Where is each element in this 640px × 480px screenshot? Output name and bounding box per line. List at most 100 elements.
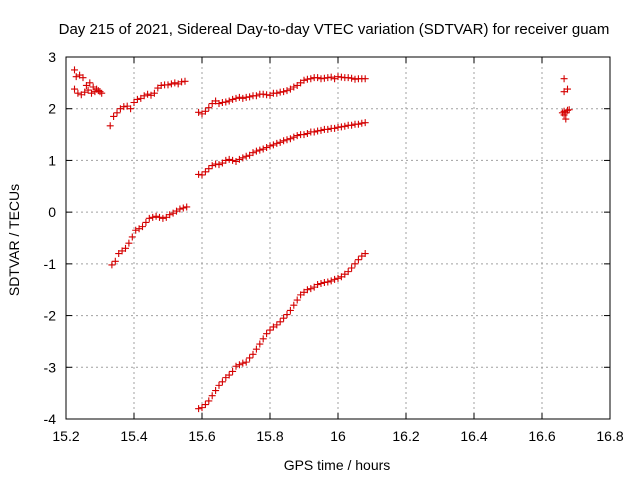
data-point — [139, 223, 146, 231]
data-point — [74, 89, 82, 97]
data-point — [314, 74, 322, 82]
data-point — [110, 112, 118, 120]
data-point — [201, 401, 209, 409]
y-tick-label: -4 — [44, 411, 57, 427]
data-point — [564, 85, 571, 93]
data-point — [215, 161, 223, 169]
data-point — [331, 275, 339, 283]
data-point — [198, 404, 206, 412]
x-tick-label: 16.8 — [596, 428, 623, 444]
data-point — [290, 301, 298, 309]
data-point — [310, 128, 318, 136]
data-point — [205, 397, 213, 405]
data-point — [560, 111, 568, 119]
data-point — [280, 314, 288, 322]
series-sat-c — [106, 77, 189, 130]
data-point — [86, 79, 94, 87]
data-point — [225, 371, 233, 379]
data-point — [348, 74, 356, 82]
data-point — [113, 109, 121, 117]
data-point — [198, 171, 206, 179]
data-point — [273, 321, 281, 329]
data-point — [354, 120, 362, 128]
data-point — [266, 142, 274, 150]
data-point — [159, 214, 167, 222]
data-point — [300, 76, 308, 84]
data-point — [351, 260, 359, 268]
data-point — [293, 296, 301, 304]
data-point — [79, 74, 87, 82]
data-point — [286, 135, 294, 143]
data-point — [242, 152, 250, 160]
data-point — [144, 90, 152, 98]
series-sat-h — [558, 75, 573, 123]
data-point — [218, 378, 226, 386]
data-point — [280, 88, 288, 96]
data-point — [150, 89, 158, 97]
data-point — [249, 149, 257, 157]
data-point — [361, 250, 369, 258]
y-tick-label: 3 — [48, 49, 56, 65]
data-point — [273, 139, 281, 147]
data-point — [348, 121, 356, 129]
data-point — [303, 130, 311, 138]
x-tick-label: 15.4 — [120, 428, 147, 444]
data-point — [269, 141, 277, 149]
data-point — [72, 73, 80, 81]
data-point — [565, 106, 573, 114]
data-point — [334, 274, 342, 282]
data-point — [122, 244, 129, 252]
data-point — [317, 126, 325, 134]
data-point — [71, 85, 78, 93]
chart-title: Day 215 of 2021, Sidereal Day-to-day VTE… — [59, 21, 610, 38]
series-sat-g — [195, 250, 369, 413]
data-point — [324, 125, 332, 133]
data-point — [239, 154, 247, 162]
data-point — [235, 361, 243, 369]
y-tick-label: -1 — [44, 256, 57, 272]
data-point — [307, 285, 315, 293]
series-sat-b — [71, 85, 106, 99]
data-point — [293, 132, 301, 140]
data-point — [156, 213, 163, 221]
data-point — [560, 75, 568, 83]
data-point — [562, 115, 570, 123]
data-point — [88, 89, 95, 97]
data-point — [290, 133, 298, 141]
data-point — [283, 311, 291, 319]
data-point — [286, 306, 294, 314]
data-point — [252, 345, 260, 353]
y-tick-label: 1 — [48, 152, 56, 168]
x-tick-label: 15.2 — [52, 428, 79, 444]
data-point — [171, 79, 179, 87]
data-point — [232, 362, 240, 370]
series-sat-a — [71, 66, 104, 96]
data-point — [208, 162, 216, 170]
data-point — [317, 280, 325, 288]
x-tick-label: 16.6 — [528, 428, 555, 444]
x-tick-label: 16.2 — [392, 428, 419, 444]
data-point — [225, 97, 233, 105]
data-point — [348, 264, 356, 272]
data-point — [283, 136, 291, 144]
data-point — [195, 405, 203, 413]
data-point — [127, 105, 135, 113]
data-point — [235, 93, 243, 101]
data-point — [108, 261, 116, 269]
data-point — [249, 350, 257, 358]
data-point — [263, 144, 271, 151]
data-point — [215, 100, 223, 108]
data-point — [152, 212, 160, 220]
x-tick-label: 16.4 — [460, 428, 487, 444]
data-point — [242, 358, 250, 366]
x-tick-label: 15.6 — [188, 428, 215, 444]
y-axis-label: SDTVAR / TECUs — [6, 184, 22, 296]
data-point — [280, 137, 288, 145]
data-point — [183, 203, 191, 211]
data-point — [71, 66, 78, 74]
data-point — [344, 268, 352, 276]
x-axis-label: GPS time / hours — [284, 457, 391, 473]
grid-lines — [66, 57, 610, 419]
data-point — [273, 89, 281, 97]
